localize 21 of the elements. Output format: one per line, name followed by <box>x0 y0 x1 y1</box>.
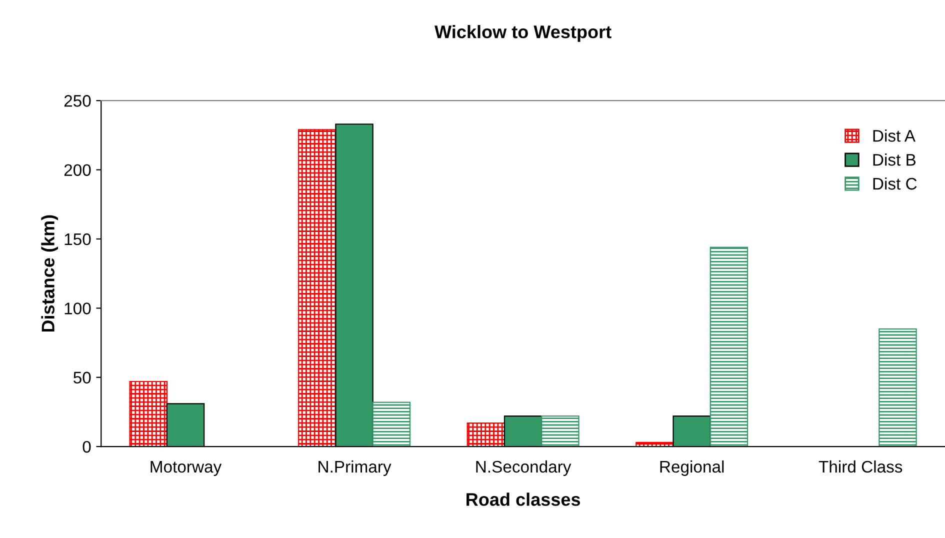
y-tick-label: 150 <box>64 233 91 246</box>
bar <box>466 422 506 447</box>
x-tick-label: Third Class <box>818 460 902 473</box>
legend-label: Dist B <box>873 153 916 166</box>
bar <box>129 380 168 447</box>
bar <box>298 129 336 447</box>
x-tick-label: N.Primary <box>318 460 392 476</box>
y-axis-title: Distance (km) <box>41 215 58 332</box>
y-tick-label: 0 <box>82 440 91 453</box>
x-axis-title: Road classes <box>466 492 580 506</box>
y-tick-label: 250 <box>64 95 91 107</box>
y-tick-label: 100 <box>64 302 91 314</box>
y-tick-label: 200 <box>64 164 91 176</box>
y-tick-label: 50 <box>74 372 91 384</box>
x-tick-label: Regional <box>660 460 724 476</box>
x-tick-label: N.Secondary <box>476 460 572 476</box>
bar <box>878 328 917 447</box>
legend-label: Dist C <box>873 177 917 190</box>
chart-title: Wicklow to Westport <box>434 25 612 42</box>
legend-label: Dist A <box>873 130 916 142</box>
x-tick-label: Motorway <box>150 461 222 476</box>
